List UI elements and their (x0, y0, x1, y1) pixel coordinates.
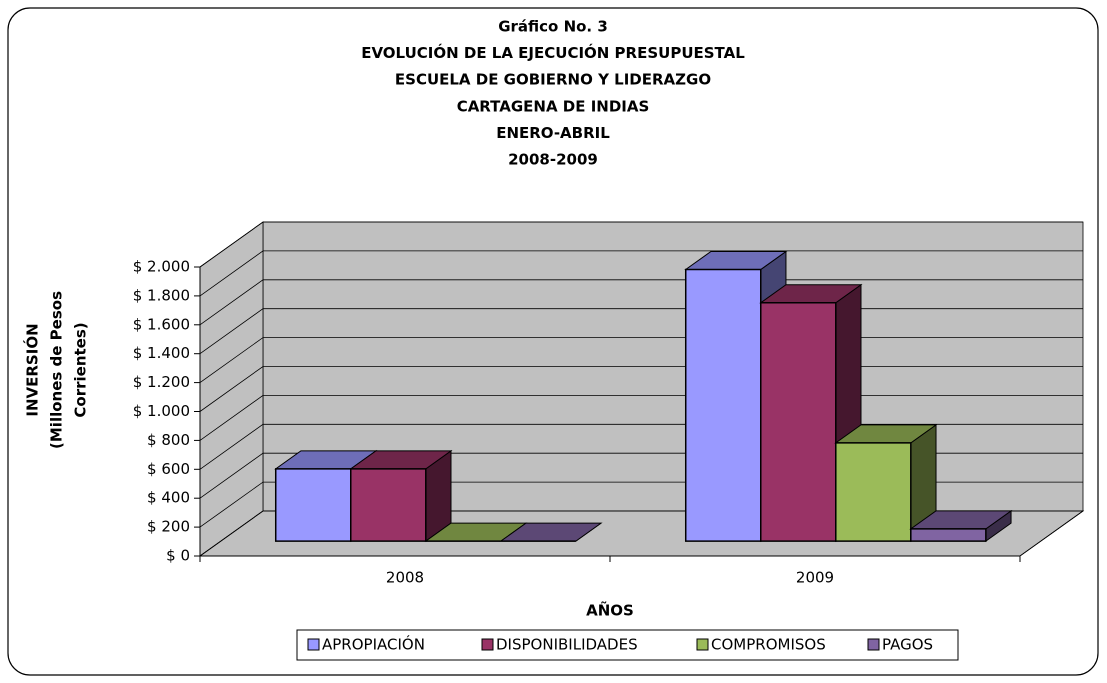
floor-edge (200, 510, 1084, 557)
bar-front (274, 468, 352, 542)
bar-front (760, 301, 837, 542)
y-tick-label: $ 1.600 (133, 315, 190, 333)
chart-title: 2008-2009 (508, 151, 598, 169)
chart-title: ESCUELA DE GOBIERNO Y LIDERAZGO (395, 71, 711, 89)
bar-front (910, 528, 987, 542)
y-tick-label: $ 0 (166, 547, 190, 565)
bar-front (835, 442, 912, 542)
bar (499, 522, 603, 542)
y-axis-title: INVERSIÓN (23, 323, 42, 416)
y-axis-title: (Millones de Pesos (48, 291, 66, 449)
legend-label: APROPIACIÓN (322, 635, 425, 654)
chart-title: Gráfico No. 3 (498, 18, 608, 36)
y-tick-label: $ 600 (147, 460, 190, 478)
legend-swatch (696, 638, 709, 651)
y-tick-label: $ 2.000 (133, 258, 190, 276)
x-axis-title: AÑOS (586, 601, 634, 620)
grid-line (199, 279, 1083, 326)
x-tick-label: 2009 (796, 569, 834, 587)
y-axis-title: Corrientes) (72, 322, 90, 417)
y-tick-label: $ 400 (147, 489, 190, 507)
y-tick-label: $ 1.800 (133, 286, 190, 304)
grid-line (199, 221, 1083, 268)
chart-title: EVOLUCIÓN DE LA EJECUCIÓN PRESUPUESTAL (361, 43, 745, 62)
y-tick-label: $ 800 (147, 431, 190, 449)
legend-label: DISPONIBILIDADES (496, 636, 638, 654)
bar (349, 449, 453, 543)
y-tick-label: $ 1.400 (133, 344, 190, 362)
legend-box (296, 629, 959, 661)
y-tick-label: $ 1.000 (133, 402, 190, 420)
bar (909, 509, 1013, 543)
legend-label: PAGOS (882, 636, 933, 654)
legend-swatch (307, 638, 320, 651)
bar-front (684, 268, 762, 542)
legend-label: COMPROMISOS (711, 636, 826, 654)
legend-swatch (867, 638, 880, 651)
grid-line (199, 250, 1083, 297)
bar (834, 423, 938, 543)
bar-front (350, 468, 427, 542)
x-tick-label: 2008 (386, 569, 424, 587)
y-tick-label: $ 200 (147, 518, 190, 536)
y-tick-label: $ 1.200 (133, 373, 190, 391)
legend-swatch (481, 638, 494, 651)
chart-title: ENERO-ABRIL (496, 124, 610, 142)
chart-title: CARTAGENA DE INDIAS (457, 97, 650, 115)
